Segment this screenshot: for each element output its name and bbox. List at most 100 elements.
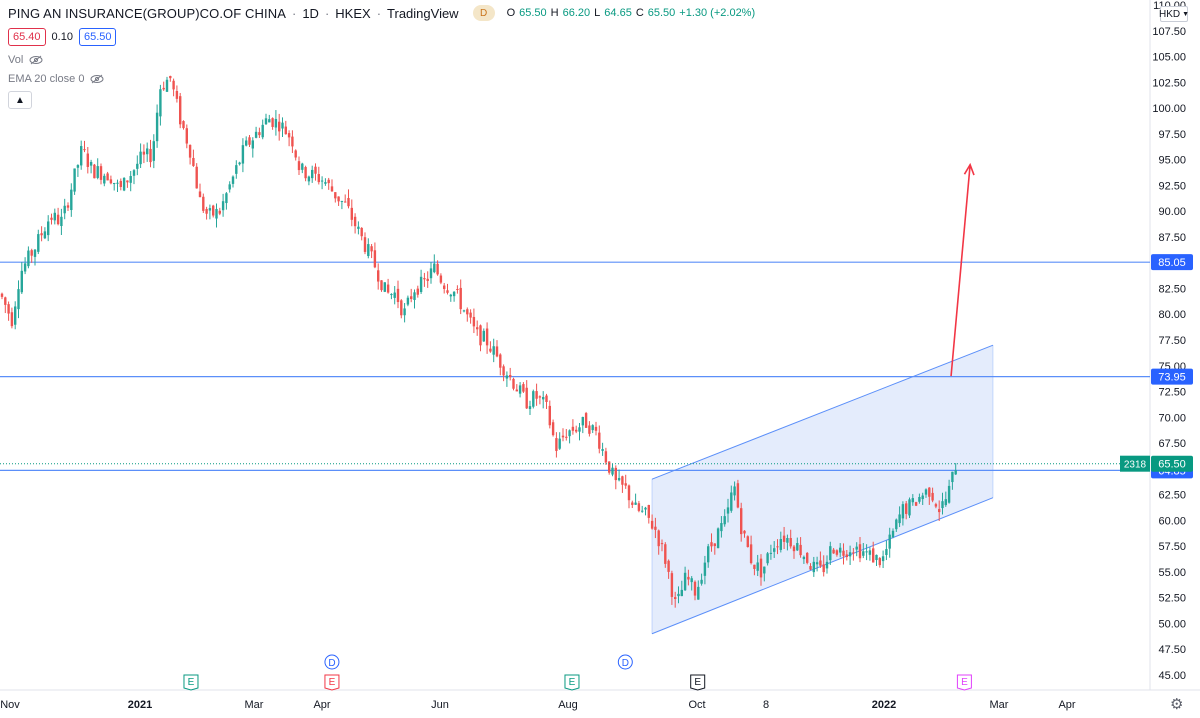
candle-body — [885, 549, 888, 556]
candle-body — [545, 395, 548, 402]
candle-body — [228, 184, 231, 190]
candle-body — [947, 485, 951, 503]
candle-body — [591, 425, 594, 431]
candle-body — [456, 289, 459, 291]
candle-body — [423, 278, 426, 280]
candle-body — [720, 523, 723, 532]
candle-body — [931, 492, 934, 501]
candle-body — [905, 503, 908, 514]
candle-body — [627, 485, 631, 501]
candle-body — [944, 499, 947, 506]
eye-hidden-icon[interactable] — [90, 74, 104, 84]
candle-body — [330, 186, 334, 192]
ema-indicator[interactable]: EMA 20 close 0 — [8, 73, 104, 85]
candle-body — [472, 316, 476, 327]
candle-body — [848, 552, 852, 557]
candle-body — [317, 174, 320, 183]
candle-body — [525, 387, 528, 409]
bid-price[interactable]: 65.40 — [8, 28, 46, 46]
event-letter: E — [694, 677, 701, 688]
candle-body — [106, 173, 109, 181]
candle-body — [17, 289, 20, 310]
candle-body — [865, 551, 868, 553]
collapse-legend-button[interactable]: ▲ — [8, 91, 32, 109]
chevron-up-icon: ▲ — [15, 94, 25, 106]
interval-label[interactable]: 1D — [302, 5, 319, 21]
candle-body — [248, 137, 251, 145]
candle-body — [515, 389, 518, 392]
candle-body — [56, 214, 60, 225]
candle-body — [723, 516, 726, 525]
candle-body — [581, 416, 584, 426]
candle-body — [400, 300, 403, 316]
candle-body — [571, 426, 575, 431]
y-tick-label: 72.50 — [1158, 387, 1186, 399]
earnings-event-badge — [183, 674, 199, 691]
chart-legend: PING AN INSURANCE(GROUP)CO.OF CHINA · 1D… — [8, 5, 756, 21]
candle-body — [551, 422, 555, 436]
candle-body — [30, 250, 33, 256]
candle-body — [139, 151, 142, 165]
earnings-event-badge — [956, 674, 972, 691]
y-tick-label: 60.00 — [1158, 515, 1186, 527]
candle-body — [512, 378, 515, 389]
candle-body — [687, 576, 690, 580]
candle-body — [766, 553, 769, 564]
candle-body — [396, 288, 400, 303]
candle-body — [819, 560, 822, 566]
candle-body — [327, 179, 330, 184]
candle-body — [43, 231, 47, 239]
candle-body — [304, 167, 307, 179]
channel-upper-line — [651, 344, 994, 480]
candle-body — [631, 502, 634, 505]
candle-body — [624, 483, 627, 486]
candle-body — [307, 176, 311, 182]
earnings-event-badge — [564, 674, 580, 691]
delay-badge[interactable]: D — [472, 5, 495, 21]
candle-body — [914, 502, 918, 506]
candle-body — [245, 140, 248, 146]
candle-body — [195, 166, 198, 189]
gear-icon[interactable]: ⚙ — [1170, 696, 1184, 713]
candle-body — [202, 196, 205, 211]
ask-price[interactable]: 65.50 — [78, 28, 117, 46]
candle-body — [274, 118, 278, 128]
x-tick-label: Apr — [313, 699, 330, 711]
candle-body — [10, 312, 14, 327]
volume-indicator[interactable]: Vol — [8, 54, 43, 66]
candle-body — [637, 503, 641, 511]
low-value: 64.65 — [604, 7, 632, 19]
currency-selector[interactable]: HKD ▼ — [1159, 6, 1189, 22]
candle-body — [142, 151, 146, 155]
y-tick-label: 67.50 — [1158, 438, 1186, 450]
candle-body — [433, 263, 436, 273]
trend-arrow-line — [950, 164, 971, 377]
candle-body — [895, 519, 898, 530]
candle-body — [241, 145, 245, 164]
earnings-event-badge — [690, 674, 706, 691]
candle-body — [198, 191, 202, 198]
candle-body — [165, 79, 169, 92]
dividend-event-badge — [324, 654, 340, 670]
candle-body — [756, 562, 759, 571]
candle-body — [683, 572, 687, 591]
y-tick-label: 92.50 — [1158, 180, 1186, 192]
candle-body — [888, 534, 891, 549]
candle-body — [23, 263, 27, 272]
candle-body — [205, 208, 208, 214]
eye-hidden-icon[interactable] — [29, 55, 43, 65]
candle-body — [291, 136, 294, 147]
candle-body — [146, 148, 149, 155]
candle-body — [921, 495, 924, 500]
candle-body — [855, 546, 858, 550]
symbol-name[interactable]: PING AN INSURANCE(GROUP)CO.OF CHINA — [8, 5, 286, 21]
candle-body — [875, 554, 878, 561]
candle-body — [881, 556, 885, 562]
candle-body — [169, 76, 172, 79]
candle-body — [251, 140, 254, 149]
candle-body — [188, 144, 192, 158]
event-letter: E — [188, 677, 195, 688]
close-value: 65.50 — [647, 7, 676, 19]
